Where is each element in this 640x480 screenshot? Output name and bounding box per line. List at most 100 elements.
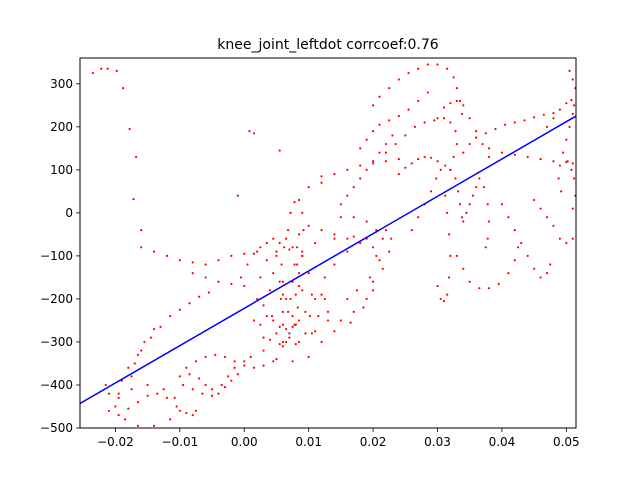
scatter-point [365, 138, 368, 141]
scatter-point [204, 276, 207, 279]
scatter-point [256, 297, 259, 301]
scatter-point [178, 375, 181, 378]
scatter-point [286, 310, 290, 313]
scatter-point [326, 310, 330, 313]
scatter-point [571, 78, 574, 81]
scatter-point [122, 87, 125, 90]
scatter-point [294, 293, 297, 296]
scatter-point [533, 267, 536, 270]
scatter-point [272, 360, 275, 363]
scatter-point [140, 228, 143, 232]
scatter-point [388, 87, 391, 90]
scatter-point [371, 246, 375, 249]
y-tick-label: 300 [50, 77, 73, 91]
scatter-point [346, 250, 349, 253]
scatter-point [384, 228, 388, 232]
scatter-point [460, 112, 464, 116]
scatter-point [291, 246, 294, 249]
scatter-point [523, 119, 526, 122]
scatter-point [462, 220, 465, 223]
scatter-point [272, 237, 275, 240]
scatter-point [307, 185, 310, 189]
scatter-point [140, 349, 143, 352]
scatter-point [198, 377, 201, 380]
scatter-point [349, 321, 352, 324]
scatter-point [320, 293, 323, 296]
scatter-point [442, 299, 446, 303]
scatter-point [159, 325, 162, 328]
scatter-point [249, 355, 252, 359]
scatter-point [500, 203, 504, 206]
scatter-point [339, 319, 342, 322]
scatter-point [236, 373, 239, 376]
scatter-point [259, 246, 262, 249]
scatter-point [178, 409, 181, 412]
scatter-point [520, 241, 523, 245]
scatter-point [301, 250, 304, 253]
scatter-point [246, 263, 249, 266]
scatter-point [301, 289, 304, 292]
scatter-point [220, 383, 223, 387]
scatter-point [134, 155, 138, 159]
scatter-point [446, 293, 449, 296]
scatter-point [136, 424, 140, 427]
scatter-point [291, 360, 294, 363]
scatter-point [115, 69, 118, 73]
scatter-point [346, 297, 349, 301]
scatter-point [404, 134, 407, 137]
x-tick-label: 0.03 [424, 435, 451, 449]
scatter-point [371, 130, 375, 133]
scatter-point [371, 289, 375, 292]
scatter-point [375, 254, 378, 258]
scatter-point [204, 263, 207, 266]
scatter-point [127, 407, 130, 410]
scatter-point [106, 67, 109, 70]
scatter-point [173, 396, 176, 399]
scatter-point [117, 413, 120, 417]
scatter-point [571, 162, 574, 165]
scatter-point [346, 237, 349, 240]
y-tick-label: 100 [50, 163, 73, 177]
scatter-point [304, 310, 307, 313]
scatter-point [371, 104, 375, 107]
scatter-point [390, 237, 393, 240]
scatter-point [539, 158, 542, 161]
scatter-point [442, 117, 446, 120]
scatter-point [320, 340, 323, 344]
scatter-point [407, 71, 410, 75]
scatter-point [452, 76, 455, 79]
x-tick-label: 0.05 [553, 435, 580, 449]
scatter-point [362, 306, 365, 309]
scatter-point [281, 293, 285, 296]
scatter-point [275, 358, 278, 361]
scatter-point [259, 276, 262, 279]
scatter-point [132, 198, 135, 201]
scatter-point [265, 241, 268, 245]
scatter-point [323, 297, 326, 301]
scatter-point [404, 166, 407, 169]
scatter-point [359, 164, 362, 167]
scatter-point [568, 69, 571, 73]
scatter-point [296, 306, 299, 309]
scatter-point [204, 355, 207, 359]
scatter-point [478, 287, 481, 290]
scatter-point [572, 104, 576, 107]
x-tick-label: 0.01 [295, 435, 322, 449]
scatter-point [486, 237, 489, 240]
scatter-point [223, 355, 227, 359]
scatter-point [413, 125, 417, 128]
scatter-point [165, 254, 169, 258]
scatter-point [397, 158, 400, 161]
scatter-point [117, 392, 120, 395]
scatter-point [436, 117, 439, 120]
scatter-point [281, 310, 285, 313]
scatter-point [204, 383, 207, 387]
scatter-point [333, 237, 336, 240]
scatter-point [471, 194, 475, 197]
scatter-point [339, 203, 342, 206]
scatter-point [552, 111, 555, 115]
scatter-point [457, 190, 460, 193]
scatter-point [468, 280, 471, 283]
scatter-point [314, 297, 317, 301]
scatter-point [280, 263, 283, 266]
